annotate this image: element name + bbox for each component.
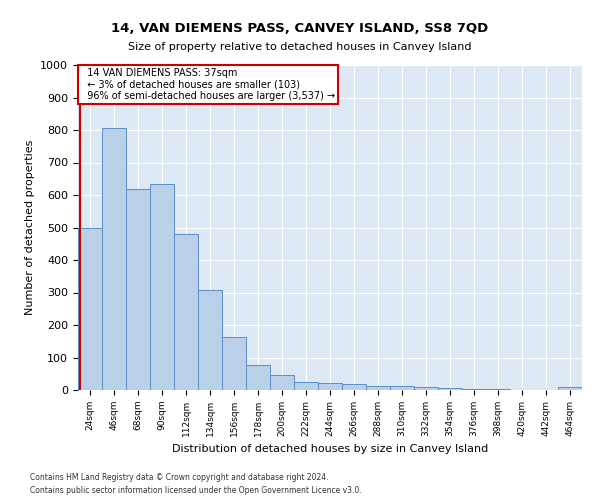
Bar — [223, 337, 245, 390]
Bar — [127, 188, 149, 390]
Bar — [319, 383, 341, 390]
Bar — [391, 386, 413, 390]
Bar — [199, 290, 221, 390]
Bar — [151, 184, 173, 390]
Bar — [247, 364, 269, 390]
X-axis label: Distribution of detached houses by size in Canvey Island: Distribution of detached houses by size … — [172, 444, 488, 454]
Bar — [415, 388, 437, 390]
Text: 14, VAN DIEMENS PASS, CANVEY ISLAND, SS8 7QD: 14, VAN DIEMENS PASS, CANVEY ISLAND, SS8… — [112, 22, 488, 36]
Bar — [175, 234, 197, 390]
Bar — [271, 376, 293, 390]
Bar — [559, 387, 581, 390]
Bar — [463, 389, 485, 390]
Bar — [439, 388, 461, 390]
Bar — [295, 382, 317, 390]
Bar — [103, 128, 125, 390]
Text: Contains HM Land Registry data © Crown copyright and database right 2024.: Contains HM Land Registry data © Crown c… — [30, 474, 329, 482]
Bar — [343, 384, 365, 390]
Y-axis label: Number of detached properties: Number of detached properties — [25, 140, 35, 315]
Bar — [367, 386, 389, 390]
Text: Size of property relative to detached houses in Canvey Island: Size of property relative to detached ho… — [128, 42, 472, 52]
Bar — [79, 228, 101, 390]
Text: 14 VAN DIEMENS PASS: 37sqm
  ← 3% of detached houses are smaller (103)
  96% of : 14 VAN DIEMENS PASS: 37sqm ← 3% of detac… — [81, 68, 335, 101]
Text: Contains public sector information licensed under the Open Government Licence v3: Contains public sector information licen… — [30, 486, 362, 495]
